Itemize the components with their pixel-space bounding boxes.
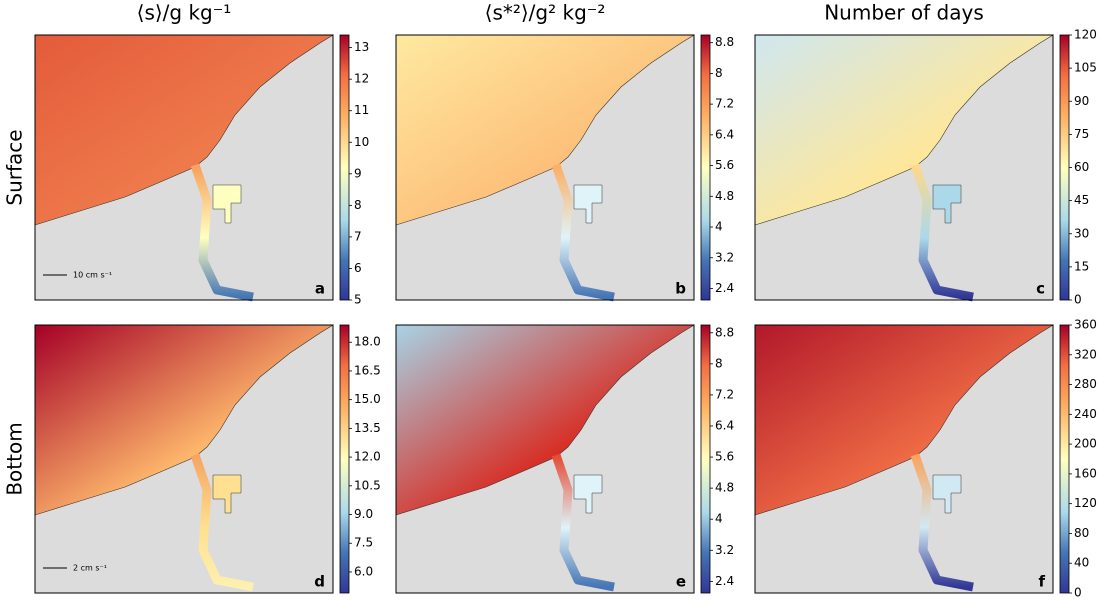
colorbar-tick-label: 0	[1074, 586, 1082, 600]
panel-letter: f	[1038, 573, 1045, 591]
colorbar-tick-label: 0	[1074, 293, 1082, 307]
channel	[190, 453, 254, 592]
colorbar-tick-label: 105	[1074, 61, 1097, 75]
colorbar	[339, 324, 350, 594]
colorbar-tick-label: 30	[1074, 226, 1089, 240]
colorbar-tick-label: 8	[354, 198, 362, 212]
colorbar-tick-label: 10	[354, 135, 369, 149]
column-title: ⟨s*²⟩/g² kg⁻²	[485, 1, 606, 25]
frame	[395, 324, 695, 594]
scale-label: 10 cm s⁻¹	[73, 271, 112, 280]
colorbar-tick-label: 60	[1074, 160, 1089, 174]
colorbar-tick-label: 15.0	[354, 392, 381, 406]
colorbar-tick-label: 10.5	[354, 478, 381, 492]
colorbar-tick-label: 4	[715, 512, 723, 526]
colorbar-tick-label: 90	[1074, 94, 1089, 108]
sea	[395, 34, 696, 226]
channel	[551, 163, 615, 302]
colorbar-tick-label: 75	[1074, 127, 1089, 141]
colorbar-tick-label: 8	[715, 356, 723, 370]
colorbar-tick-label: 320	[1074, 347, 1097, 361]
sea	[754, 34, 1055, 226]
colorbar-tick-label: 11	[354, 103, 369, 117]
panel-letter: d	[314, 573, 325, 591]
colorbar-tick-label: 200	[1074, 437, 1097, 451]
colorbar	[1059, 324, 1070, 594]
channel	[910, 163, 974, 302]
sea	[34, 34, 335, 226]
sea	[34, 324, 335, 516]
frame	[395, 34, 695, 301]
colorbar-tick-label: 6	[354, 261, 362, 275]
colorbar	[1059, 34, 1070, 301]
harbor	[932, 474, 962, 514]
colorbar-tick-label: 8	[715, 66, 723, 80]
colorbar-tick-label: 120	[1074, 496, 1097, 510]
panel-letter: b	[675, 280, 686, 298]
channel	[910, 453, 974, 592]
harbor	[212, 474, 242, 514]
harbor	[573, 184, 603, 224]
sea	[754, 324, 1055, 516]
colorbar-tick-label: 360	[1074, 318, 1097, 332]
frame	[754, 34, 1054, 301]
colorbar-tick-label: 7	[354, 229, 362, 243]
colorbar-tick-label: 4.8	[715, 189, 734, 203]
colorbar-tick-label: 9	[354, 166, 362, 180]
row-label: Bottom	[3, 422, 27, 495]
colorbar-tick-label: 12.0	[354, 450, 381, 464]
colorbar	[700, 324, 711, 594]
colorbar-tick-label: 160	[1074, 466, 1097, 480]
colorbar-tick-label: 240	[1074, 407, 1097, 421]
colorbar-tick-label: 12	[354, 72, 369, 86]
colorbar-tick-label: 6.4	[715, 418, 734, 432]
frame	[34, 324, 334, 594]
frame	[754, 324, 1054, 594]
column-title: ⟨s⟩/g kg⁻¹	[137, 1, 232, 25]
colorbar-tick-label: 280	[1074, 377, 1097, 391]
colorbar-tick-label: 16.5	[354, 363, 381, 377]
colorbar-tick-label: 5	[354, 293, 362, 307]
colorbar-tick-label: 4.8	[715, 481, 734, 495]
colorbar-tick-label: 18.0	[354, 335, 381, 349]
colorbar-tick-label: 120	[1074, 28, 1097, 42]
colorbar-tick-label: 80	[1074, 526, 1089, 540]
colorbar-tick-label: 5.6	[715, 450, 734, 464]
colorbar-tick-label: 40	[1074, 556, 1089, 570]
colorbar	[339, 34, 350, 301]
colorbar-tick-label: 4	[715, 220, 723, 234]
colorbar-tick-label: 6.4	[715, 127, 734, 141]
harbor	[212, 184, 242, 224]
panel-letter: c	[1036, 280, 1045, 298]
panel-letter: e	[676, 573, 686, 591]
colorbar	[700, 34, 711, 301]
harbor	[573, 474, 603, 514]
row-label: Surface	[3, 129, 27, 205]
colorbar-tick-label: 7.2	[715, 97, 734, 111]
colorbar-tick-label: 9.0	[354, 507, 373, 521]
colorbar-tick-label: 2.4	[715, 574, 734, 588]
colorbar-tick-label: 5.6	[715, 158, 734, 172]
panel-letter: a	[315, 280, 325, 298]
channel	[190, 163, 254, 302]
colorbar-tick-label: 13.5	[354, 421, 381, 435]
sea	[395, 324, 696, 516]
colorbar-tick-label: 2.4	[715, 281, 734, 295]
colorbar-tick-label: 8.8	[715, 325, 734, 339]
colorbar-tick-label: 15	[1074, 259, 1089, 273]
colorbar-tick-label: 6.0	[354, 564, 373, 578]
colorbar-tick-label: 7.5	[354, 536, 373, 550]
colorbar-tick-label: 7.2	[715, 387, 734, 401]
column-title: Number of days	[824, 1, 984, 25]
colorbar-tick-label: 3.2	[715, 543, 734, 557]
scale-label: 2 cm s⁻¹	[73, 564, 107, 573]
frame	[34, 34, 334, 301]
colorbar-tick-label: 8.8	[715, 35, 734, 49]
colorbar-tick-label: 45	[1074, 193, 1089, 207]
harbor	[932, 184, 962, 224]
colorbar-tick-label: 13	[354, 40, 369, 54]
channel	[551, 453, 615, 592]
colorbar-tick-label: 3.2	[715, 250, 734, 264]
